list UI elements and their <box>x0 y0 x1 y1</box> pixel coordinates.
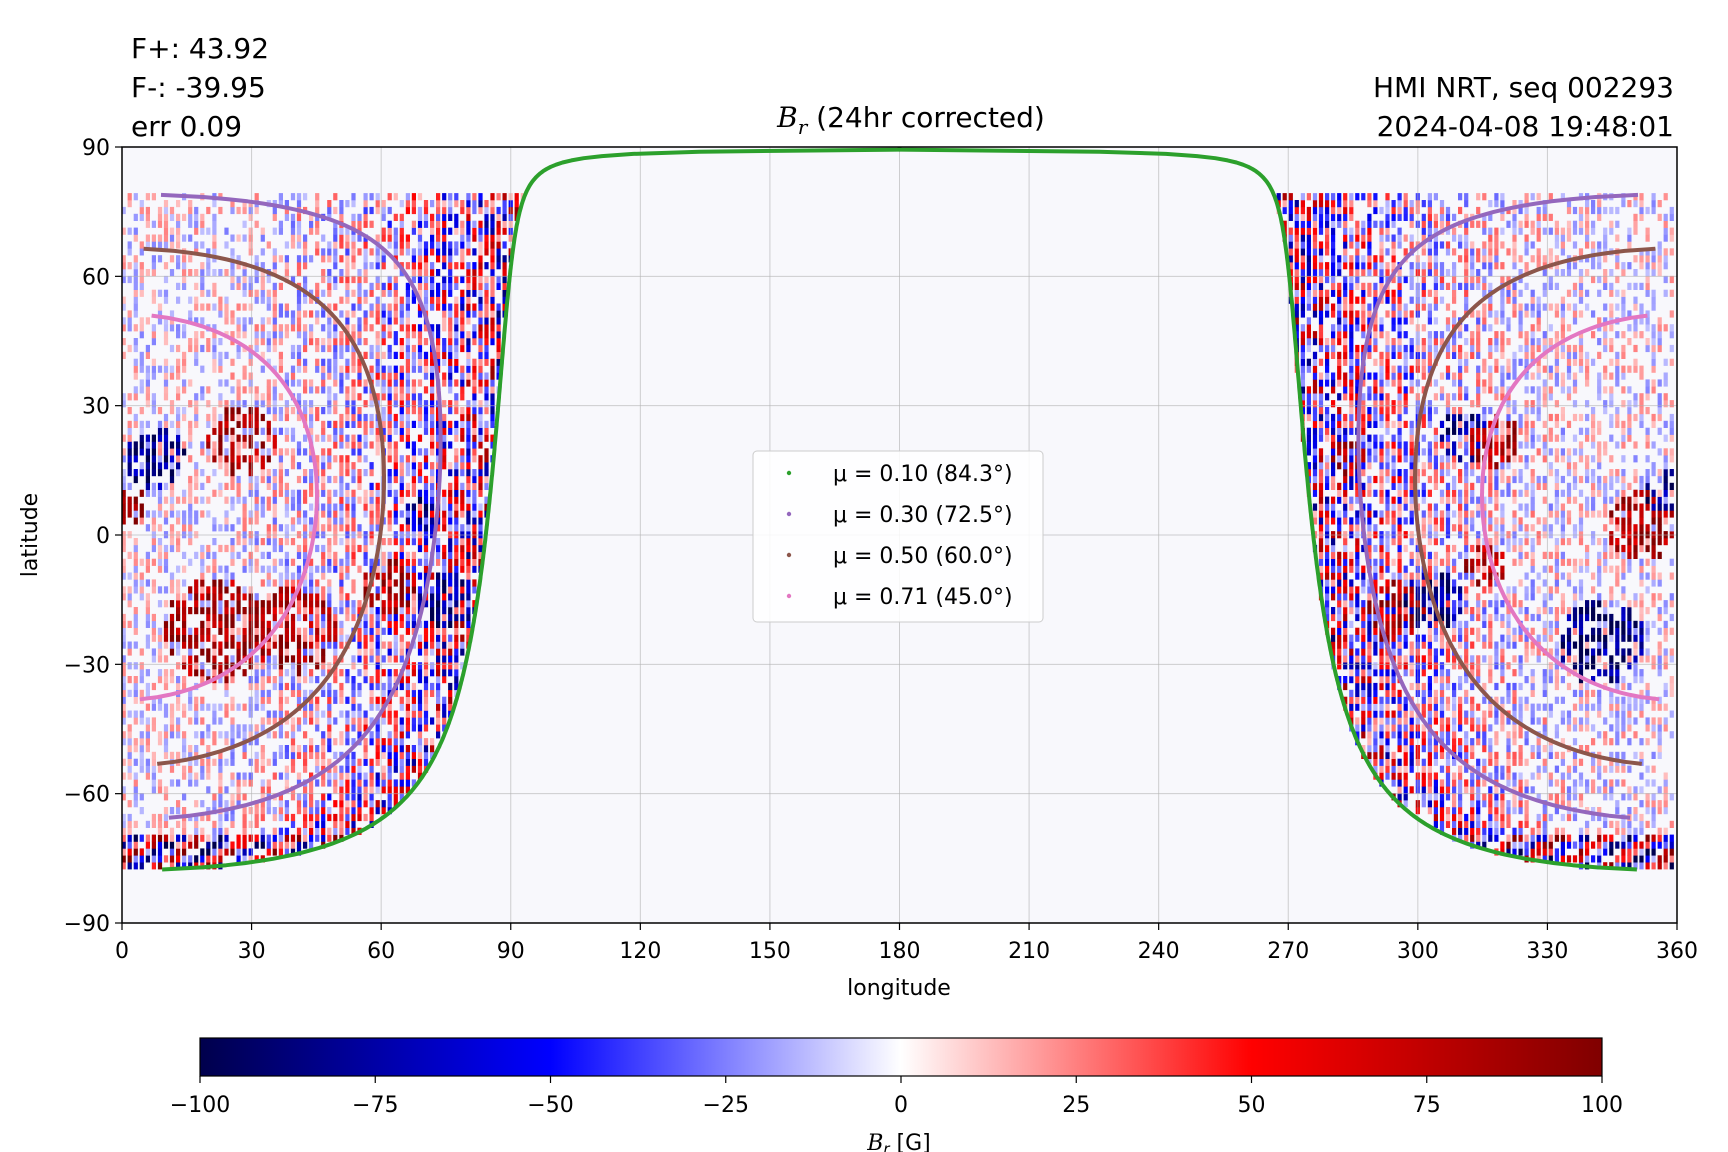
colorbar-label: Br [G] <box>866 1131 931 1152</box>
colorbar-tick-label: 100 <box>1581 1093 1623 1118</box>
x-tick-label: 120 <box>619 939 661 964</box>
y-axis-label: latitude <box>18 493 43 577</box>
x-tick-label: 360 <box>1656 939 1698 964</box>
mu-contour-left <box>139 313 319 702</box>
legend-label: μ = 0.10 (84.3°) <box>833 462 1013 487</box>
flux-stats: F+: 43.92 F-: -39.95 err 0.09 <box>131 29 269 146</box>
legend-box <box>752 450 1044 623</box>
x-tick-label: 180 <box>879 939 921 964</box>
observation-info: HMI NRT, seq 002293 2024-04-08 19:48:01 <box>1373 68 1674 146</box>
legend-label: μ = 0.71 (45.0°) <box>833 585 1013 610</box>
y-tick-label: −90 <box>64 912 110 937</box>
x-tick-label: 150 <box>749 939 791 964</box>
legend-marker <box>786 470 792 476</box>
colorbar <box>199 1037 1603 1077</box>
legend-marker <box>786 552 792 558</box>
x-tick-label: 240 <box>1138 939 1180 964</box>
x-tick-label: 90 <box>497 939 525 964</box>
colorbar-ticks: −100 −75 −50 −25 0 25 50 75 100 <box>170 1076 1623 1118</box>
x-axis-label: longitude <box>847 976 951 1001</box>
x-tick-label: 60 <box>367 939 395 964</box>
x-tick-label: 330 <box>1526 939 1568 964</box>
flux-error: err 0.09 <box>131 110 243 143</box>
y-tick-label: −60 <box>64 783 110 808</box>
colorbar-tick-label: 50 <box>1238 1093 1266 1118</box>
y-tick-label: 0 <box>96 524 110 549</box>
mu-contour-right <box>897 147 1638 872</box>
mu-contour-right <box>1413 246 1656 766</box>
mu-contour-right <box>1356 192 1639 820</box>
source-label: HMI NRT, seq 002293 <box>1372 71 1674 104</box>
colorbar-tick-label: 25 <box>1062 1093 1090 1118</box>
y-tick-label: 90 <box>82 136 110 161</box>
mu-contour-right <box>1480 313 1660 702</box>
mu-contour-left <box>160 192 443 820</box>
x-tick-label: 0 <box>115 939 129 964</box>
chart-title: Br (24hr corrected) <box>777 101 1045 139</box>
colorbar-tick-label: 75 <box>1413 1093 1441 1118</box>
legend-label: μ = 0.30 (72.5°) <box>833 503 1013 528</box>
colorbar-tick-label: 0 <box>894 1093 908 1118</box>
x-tick-label: 300 <box>1397 939 1439 964</box>
legend: μ = 0.10 (84.3°) μ = 0.30 (72.5°) μ = 0.50… <box>752 450 1044 623</box>
x-tick-label: 210 <box>1008 939 1050 964</box>
y-tick-label: 60 <box>82 265 110 290</box>
mu-contour-left <box>143 246 386 766</box>
flux-negative: F-: -39.95 <box>131 71 266 104</box>
timestamp-label: 2024-04-08 19:48:01 <box>1376 110 1674 143</box>
y-tick-label: 30 <box>82 395 110 420</box>
legend-marker <box>786 593 792 599</box>
y-tick-label: −30 <box>64 653 110 678</box>
legend-label: μ = 0.50 (60.0°) <box>833 544 1013 569</box>
colorbar-tick-label: −100 <box>170 1093 230 1118</box>
flux-positive: F+: 43.92 <box>131 32 270 65</box>
x-tick-label: 30 <box>238 939 266 964</box>
colorbar-tick-label: −25 <box>703 1093 749 1118</box>
y-axis-ticks: −90 −60 −30 0 30 60 90 <box>64 136 122 937</box>
mu-contours <box>139 147 1660 872</box>
x-axis-ticks: 0 30 60 90 120 150 180 210 240 270 300 330 360 <box>115 923 1698 964</box>
legend-marker <box>786 511 792 517</box>
colorbar-tick-label: −50 <box>527 1093 573 1118</box>
mu-contour-left <box>161 147 902 872</box>
colorbar-tick-label: −75 <box>352 1093 398 1118</box>
x-tick-label: 270 <box>1267 939 1309 964</box>
